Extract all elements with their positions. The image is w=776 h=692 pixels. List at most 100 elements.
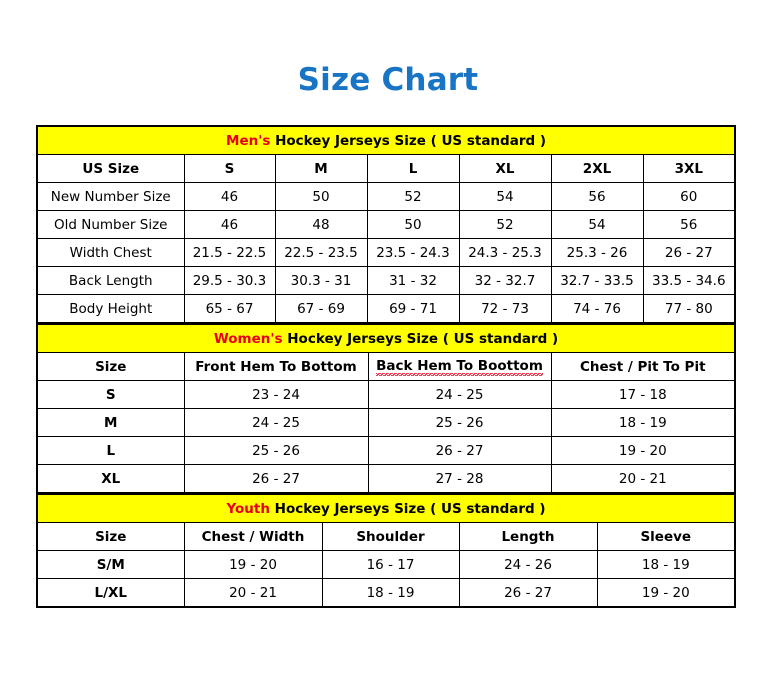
table-header-row: Size Chest / Width Shoulder Length Sleev… [36, 522, 736, 551]
mens-row-label-4: Body Height [36, 294, 185, 324]
table-row: M 24 - 25 25 - 26 18 - 19 [36, 408, 736, 437]
youth-section-header-accent: Youth [226, 500, 270, 517]
mens-section-header-accent: Men's [226, 132, 271, 149]
mens-cell-1-1: 48 [274, 210, 368, 239]
table-row: Youth Hockey Jerseys Size ( US standard … [36, 494, 736, 523]
womens-col-header-0: Size [36, 352, 185, 381]
youth-section-header: Youth Hockey Jerseys Size ( US standard … [36, 494, 736, 523]
table-header-row: Size Front Hem To Bottom Back Hem To Boo… [36, 352, 736, 381]
womens-row-label-2: L [36, 436, 185, 465]
mens-col-header-0: US Size [36, 154, 185, 183]
womens-row-label-3: XL [36, 464, 185, 494]
youth-col-header-2: Shoulder [321, 522, 460, 551]
mens-cell-1-0: 46 [183, 210, 276, 239]
mens-cell-0-2: 52 [366, 182, 460, 211]
womens-cell-1-2: 18 - 19 [550, 408, 736, 437]
womens-cell-0-1: 24 - 25 [367, 380, 552, 409]
mens-cell-1-2: 50 [366, 210, 460, 239]
womens-row-label-0: S [36, 380, 185, 409]
womens-cell-0-0: 23 - 24 [183, 380, 369, 409]
youth-size-table: Youth Hockey Jerseys Size ( US standard … [36, 494, 737, 608]
womens-section-header-accent: Women's [213, 330, 283, 347]
table-row: New Number Size 46 50 52 54 56 60 [36, 182, 736, 211]
womens-col-header-2: Back Hem To Boottom [367, 352, 552, 381]
mens-section-header-rest: Hockey Jerseys Size ( US standard ) [270, 132, 547, 149]
youth-col-header-4: Sleeve [596, 522, 736, 551]
mens-cell-0-3: 54 [458, 182, 552, 211]
youth-cell-0-2: 24 - 26 [458, 550, 598, 579]
mens-cell-3-1: 30.3 - 31 [274, 266, 368, 295]
mens-cell-1-3: 52 [458, 210, 552, 239]
mens-cell-2-4: 25.3 - 26 [550, 238, 644, 267]
table-row: Back Length 29.5 - 30.3 30.3 - 31 31 - 3… [36, 266, 736, 295]
womens-cell-3-1: 27 - 28 [367, 464, 552, 494]
mens-cell-0-4: 56 [550, 182, 644, 211]
womens-row-label-1: M [36, 408, 185, 437]
womens-col-header-1: Front Hem To Bottom [183, 352, 369, 381]
womens-cell-2-2: 19 - 20 [550, 436, 736, 465]
size-chart-tables: Men's Hockey Jerseys Size ( US standard … [36, 125, 737, 608]
youth-section-header-rest: Hockey Jerseys Size ( US standard ) [269, 500, 546, 517]
table-row: XL 26 - 27 27 - 28 20 - 21 [36, 464, 736, 494]
mens-col-header-6: 3XL [642, 154, 736, 183]
mens-row-label-0: New Number Size [36, 182, 185, 211]
womens-section-header-rest: Hockey Jerseys Size ( US standard ) [282, 330, 559, 347]
youth-cell-1-1: 18 - 19 [321, 578, 460, 608]
youth-cell-0-0: 19 - 20 [183, 550, 323, 579]
youth-cell-0-1: 16 - 17 [321, 550, 460, 579]
mens-row-label-1: Old Number Size [36, 210, 185, 239]
mens-cell-4-2: 69 - 71 [366, 294, 460, 324]
mens-col-header-5: 2XL [550, 154, 644, 183]
womens-cell-2-0: 25 - 26 [183, 436, 369, 465]
mens-cell-4-0: 65 - 67 [183, 294, 276, 324]
mens-cell-4-5: 77 - 80 [642, 294, 736, 324]
mens-col-header-3: L [366, 154, 460, 183]
youth-cell-1-3: 19 - 20 [596, 578, 736, 608]
mens-cell-3-5: 33.5 - 34.6 [642, 266, 736, 295]
womens-cell-2-1: 26 - 27 [367, 436, 552, 465]
table-row: Body Height 65 - 67 67 - 69 69 - 71 72 -… [36, 294, 736, 324]
mens-cell-1-5: 56 [642, 210, 736, 239]
table-row: S/M 19 - 20 16 - 17 24 - 26 18 - 19 [36, 550, 736, 579]
table-row: Width Chest 21.5 - 22.5 22.5 - 23.5 23.5… [36, 238, 736, 267]
mens-cell-2-5: 26 - 27 [642, 238, 736, 267]
table-row: S 23 - 24 24 - 25 17 - 18 [36, 380, 736, 409]
mens-cell-2-3: 24.3 - 25.3 [458, 238, 552, 267]
mens-cell-2-1: 22.5 - 23.5 [274, 238, 368, 267]
table-row: Women's Hockey Jerseys Size ( US standar… [36, 324, 736, 353]
womens-col-header-2-text: Back Hem To Boottom [376, 357, 543, 376]
mens-cell-4-3: 72 - 73 [458, 294, 552, 324]
youth-row-label-1: L/XL [36, 578, 185, 608]
womens-section-header: Women's Hockey Jerseys Size ( US standar… [36, 324, 736, 353]
mens-cell-3-4: 32.7 - 33.5 [550, 266, 644, 295]
womens-cell-1-1: 25 - 26 [367, 408, 552, 437]
mens-col-header-2: M [274, 154, 368, 183]
youth-row-label-0: S/M [36, 550, 185, 579]
mens-size-table: Men's Hockey Jerseys Size ( US standard … [36, 125, 737, 324]
mens-col-header-4: XL [458, 154, 552, 183]
youth-cell-0-3: 18 - 19 [596, 550, 736, 579]
mens-cell-2-0: 21.5 - 22.5 [183, 238, 276, 267]
youth-col-header-0: Size [36, 522, 185, 551]
mens-cell-3-2: 31 - 32 [366, 266, 460, 295]
table-row: L/XL 20 - 21 18 - 19 26 - 27 19 - 20 [36, 578, 736, 608]
womens-cell-3-0: 26 - 27 [183, 464, 369, 494]
mens-col-header-1: S [183, 154, 276, 183]
mens-section-header: Men's Hockey Jerseys Size ( US standard … [36, 125, 736, 155]
mens-cell-2-2: 23.5 - 24.3 [366, 238, 460, 267]
youth-col-header-1: Chest / Width [183, 522, 323, 551]
youth-col-header-3: Length [458, 522, 598, 551]
table-row: Old Number Size 46 48 50 52 54 56 [36, 210, 736, 239]
mens-cell-3-3: 32 - 32.7 [458, 266, 552, 295]
womens-cell-3-2: 20 - 21 [550, 464, 736, 494]
womens-cell-0-2: 17 - 18 [550, 380, 736, 409]
mens-cell-0-5: 60 [642, 182, 736, 211]
mens-row-label-2: Width Chest [36, 238, 185, 267]
mens-cell-4-4: 74 - 76 [550, 294, 644, 324]
table-row: Men's Hockey Jerseys Size ( US standard … [36, 125, 736, 155]
table-row: L 25 - 26 26 - 27 19 - 20 [36, 436, 736, 465]
mens-cell-0-1: 50 [274, 182, 368, 211]
mens-cell-3-0: 29.5 - 30.3 [183, 266, 276, 295]
womens-cell-1-0: 24 - 25 [183, 408, 369, 437]
